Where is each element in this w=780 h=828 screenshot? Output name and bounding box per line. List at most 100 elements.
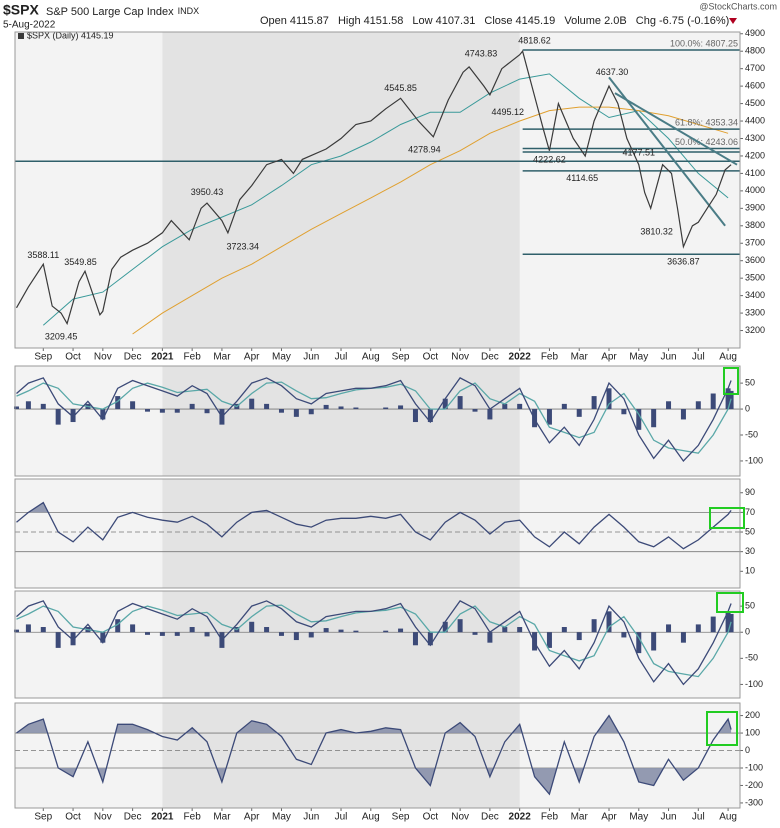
histogram-bar [680, 409, 686, 420]
x-tick-label: May [629, 812, 648, 823]
histogram-bar [457, 619, 463, 633]
y-tick-label: -100 [745, 455, 763, 465]
x-tick-label: Nov [451, 812, 469, 823]
histogram-bar [70, 409, 76, 423]
x-tick-label: Nov [94, 352, 112, 363]
histogram-bar [323, 404, 329, 410]
x-tick-label: Jun [303, 812, 319, 823]
histogram-bar [442, 621, 448, 633]
histogram-bar [606, 388, 612, 410]
histogram-bar [546, 632, 552, 648]
histogram-bar [40, 403, 46, 410]
y-tick-label: 0 [745, 745, 750, 755]
x-tick-label: Sep [34, 352, 52, 363]
quote-value: 4145.19 [516, 15, 556, 27]
histogram-bar [144, 632, 150, 635]
exchange: INDX [178, 6, 200, 16]
y-tick-label: 3800 [745, 220, 765, 230]
y-tick-label: 3300 [745, 307, 765, 317]
histogram-bar [189, 627, 195, 633]
histogram-bar [412, 409, 418, 423]
histogram-bar [680, 632, 686, 643]
x-tick-label: Oct [65, 812, 81, 823]
histogram-bar [457, 396, 463, 410]
y-tick-label: 0 [745, 403, 750, 413]
histogram-bar [293, 409, 299, 417]
x-tick-label: Mar [213, 352, 231, 363]
histogram-bar [308, 409, 314, 415]
highlight-box [706, 711, 738, 746]
x-tick-label: Dec [481, 352, 499, 363]
y-tick-label: 4400 [745, 115, 765, 125]
y-tick-label: 3200 [745, 325, 765, 335]
y-tick-label: 4100 [745, 168, 765, 178]
histogram-bar [174, 409, 180, 413]
histogram-bar [25, 624, 31, 633]
y-tick-label: -50 [745, 429, 758, 439]
histogram-bar [651, 632, 657, 651]
histogram-bar [695, 624, 701, 633]
quote-value: 4115.87 [290, 15, 329, 27]
histogram-bar [517, 403, 523, 410]
x-tick-label: Jul [335, 812, 348, 823]
panel: 90 70 50 30 10 [14, 478, 755, 589]
quote: Open 4115.87 High 4151.58 Low 4107.31 Close… [260, 15, 729, 27]
indicator-line [16, 714, 732, 796]
year-band [162, 366, 520, 476]
histogram-bar [204, 632, 210, 637]
x-tick-label: Nov [94, 812, 112, 823]
histogram-bar [695, 401, 701, 410]
down-arrow [729, 18, 737, 24]
histogram-bar [502, 403, 508, 410]
x-tick-label: Jun [660, 352, 676, 363]
histogram-bar [130, 401, 136, 410]
y-tick-label: 4500 [745, 98, 765, 108]
fib-label: 61.8%: 4353.34 [675, 118, 738, 128]
x-tick-label: Apr [244, 812, 260, 823]
histogram-bar [427, 409, 433, 423]
y-tick-label: 50 [745, 377, 755, 387]
histogram-bar [606, 611, 612, 633]
date: 5-Aug-2022 [3, 20, 56, 31]
histogram-bar [398, 628, 404, 633]
y-tick-label: -200 [745, 780, 763, 790]
histogram-bar [189, 403, 195, 410]
histogram-bar [412, 632, 418, 646]
price-annotation: 3636.87 [667, 257, 700, 267]
y-tick-label: 4200 [745, 150, 765, 160]
y-tick-label: 100 [745, 727, 760, 737]
histogram-bar [338, 406, 344, 410]
y-tick-label: 3600 [745, 255, 765, 265]
fib-label: 100.0%: 4807.25 [670, 38, 738, 48]
panel: 50 0 -50 -100 [13, 365, 763, 477]
y-tick-label: 4700 [745, 63, 765, 73]
x-tick-label: Dec [124, 812, 142, 823]
histogram-bar [55, 409, 61, 425]
x-tick-label: Jul [692, 352, 705, 363]
y-tick-label: 4300 [745, 133, 765, 143]
histogram-bar [651, 409, 657, 428]
histogram-bar [264, 403, 270, 410]
name: S&P 500 Large Cap Index [46, 6, 174, 18]
x-tick-label: Feb [541, 812, 559, 823]
year-band [162, 703, 520, 808]
histogram-bar [472, 632, 478, 635]
histogram-bar [591, 396, 597, 410]
quote-label: Low [412, 15, 432, 27]
x-tick-label: Feb [541, 352, 559, 363]
price-annotation: 4278.94 [408, 145, 441, 155]
panels: 3200 3300 3400 3500 3600 3700 3800 3900 4000 4100… [13, 28, 765, 823]
x-tick-label: Feb [184, 812, 202, 823]
histogram-bar [636, 409, 642, 430]
histogram-bar [383, 630, 389, 633]
y-tick-label: -50 [745, 653, 758, 663]
y-tick-label: 200 [745, 710, 760, 720]
x-tick-label: Aug [362, 812, 380, 823]
quote-label: High [338, 15, 361, 27]
price-annotation: 4222.62 [533, 154, 566, 164]
histogram-bar [13, 629, 19, 633]
y-tick-label: -100 [745, 679, 763, 689]
price-annotation: 3209.45 [45, 331, 78, 341]
x-tick-label: Mar [571, 352, 589, 363]
quote-label: Close [484, 15, 512, 27]
